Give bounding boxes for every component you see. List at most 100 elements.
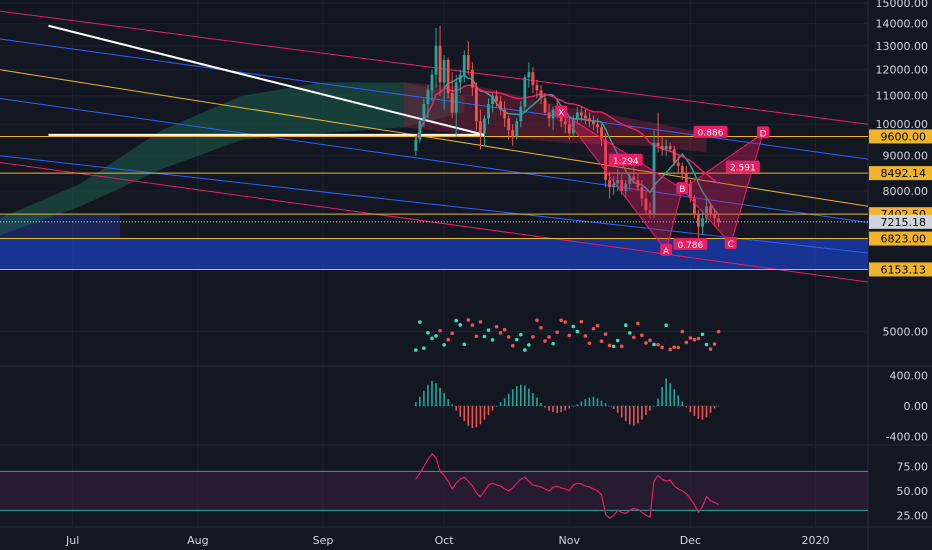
price-level-badge-bg <box>869 231 932 246</box>
candle <box>680 162 684 180</box>
macd-bar <box>467 406 470 426</box>
indicator-dot <box>446 337 450 342</box>
indicator-dot <box>619 344 624 349</box>
price-tick-label: 10000.00 <box>876 118 929 131</box>
candle <box>604 133 607 188</box>
indicator-dot <box>547 335 551 339</box>
indicator-dot <box>454 318 459 323</box>
indicator-dot <box>696 336 701 341</box>
harmonic-point-label: C <box>728 240 734 250</box>
indicator-dot <box>510 343 515 348</box>
macd-tick-label: -400.00 <box>886 430 928 443</box>
rsi-tick-label: 50.00 <box>897 485 929 498</box>
macd-bar <box>608 406 611 407</box>
candle-body <box>450 93 454 113</box>
time-axis[interactable]: Jul Aug Sep Oct Nov Dec 2020 <box>65 534 829 547</box>
indicator-dot <box>555 330 559 335</box>
blue-channel-mid <box>0 97 869 223</box>
candle <box>676 155 680 173</box>
candle <box>483 115 486 146</box>
candle <box>539 85 543 105</box>
indicator-dot <box>704 342 709 347</box>
indicator-dot <box>498 331 503 335</box>
macd-bar <box>479 406 482 425</box>
indicator-dot <box>438 328 442 333</box>
macd-bar <box>653 406 655 407</box>
macd-bar <box>451 404 453 406</box>
harmonic-point-badge <box>555 105 568 118</box>
indicator-dot <box>470 323 475 327</box>
macd-bar <box>637 406 639 424</box>
candle-body <box>414 139 418 151</box>
candle-body <box>495 95 498 102</box>
candle <box>474 82 478 131</box>
moving-average-fast <box>415 74 720 216</box>
macd-bar <box>572 406 575 407</box>
candle-body <box>418 121 422 140</box>
candle-body <box>466 55 470 70</box>
indicator-dot <box>514 337 519 342</box>
indicator-dot <box>660 345 664 350</box>
macd-tick-label: 0.00 <box>904 400 929 413</box>
candle <box>414 136 418 156</box>
price-tick-label: 15000.00 <box>876 0 929 10</box>
macd-bar <box>584 399 587 406</box>
candle-body <box>697 214 700 227</box>
harmonic-point-d: D <box>757 126 770 139</box>
indicator-dot <box>422 346 426 350</box>
candle-body <box>479 121 482 134</box>
candle-body <box>701 218 704 227</box>
indicator-dot <box>486 328 491 332</box>
candle-body <box>620 179 624 191</box>
macd-bar <box>580 401 583 406</box>
price-level-badge-bg <box>869 214 932 229</box>
indicator-dot <box>648 338 652 343</box>
macd-bar <box>641 406 643 420</box>
macd-bar <box>439 387 441 406</box>
indicator-dot <box>623 323 628 328</box>
candle-body <box>563 121 567 125</box>
candle <box>567 118 571 140</box>
candle-body <box>511 130 515 137</box>
price-axis[interactable]: 15000.00 14000.00 13000.00 12000.00 11000.00… <box>869 0 932 522</box>
candle <box>692 194 696 219</box>
macd-bar <box>673 389 676 406</box>
candle-body <box>575 112 579 119</box>
macd-bar <box>616 406 619 413</box>
macd-bar <box>600 400 603 406</box>
harmonic-ratio-label: 2.591 <box>730 164 756 174</box>
indicator-dot <box>708 347 713 351</box>
indicator-dot <box>607 343 612 348</box>
macd-bar <box>564 406 567 411</box>
harmonic-pattern-layer: X A B C D 0.886 0.786 2.591 1.294 <box>555 105 770 257</box>
price-tick-label: 11000.00 <box>876 90 929 103</box>
candle <box>438 25 442 96</box>
indicator-dot <box>684 340 689 345</box>
candle-body <box>571 118 575 134</box>
candle-body <box>676 162 680 166</box>
price-tick-label: 13000.00 <box>876 40 929 53</box>
candle <box>620 172 624 195</box>
indicator-dot <box>692 337 697 342</box>
candle-body <box>632 176 636 180</box>
macd-bar <box>624 406 627 422</box>
candle-body <box>705 206 708 219</box>
candle-body <box>543 98 547 113</box>
macd-bar <box>645 406 647 416</box>
macd-bar <box>657 398 659 406</box>
candle-body <box>692 198 696 215</box>
candle-body <box>422 104 426 122</box>
indicator-dot <box>430 336 434 341</box>
candle <box>640 179 644 207</box>
candle <box>458 69 462 94</box>
indicator-dot <box>595 323 600 328</box>
candle-body <box>644 198 648 211</box>
macd-bar <box>415 402 417 406</box>
harmonic-ratio: 0.786 <box>673 237 708 251</box>
candle-body <box>430 74 434 91</box>
candle <box>579 106 583 122</box>
macd-bar <box>524 385 526 406</box>
candle <box>668 142 672 153</box>
candle-body <box>579 112 583 116</box>
harmonic-ratio: 2.591 <box>725 160 760 174</box>
